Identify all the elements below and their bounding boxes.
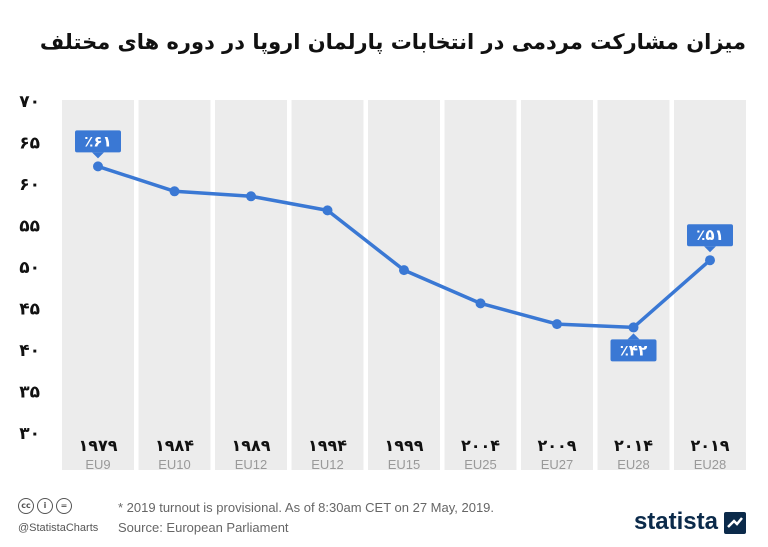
x-sub-label: EU28 bbox=[694, 457, 727, 472]
line-chart: ۳۰ ۳۵ ۴۰ ۴۵ ۵۰ ۵۵ ۶۰ ۶۵ ۷۰ ۱۹۷۹ EU9 ۱۹۸۴ EU10 ۱۹۸۹ EU… bbox=[19, 92, 746, 472]
data-point bbox=[552, 319, 562, 330]
column-band bbox=[597, 100, 670, 470]
x-tick-label: ۲۰۰۴ bbox=[461, 436, 500, 455]
x-tick-label: ۱۹۸۴ bbox=[155, 436, 194, 455]
annotation-pointer bbox=[627, 333, 640, 340]
social-handle: @StatistaCharts bbox=[18, 522, 99, 534]
data-point bbox=[628, 322, 639, 333]
annotation-label: ٪۵۱ bbox=[696, 226, 723, 244]
column-band bbox=[138, 100, 211, 470]
x-sub-label: EU12 bbox=[311, 457, 344, 472]
column-band bbox=[444, 100, 517, 470]
annotations: ٪۶۱ ٪۴۲ ٪۵۱ bbox=[75, 130, 733, 362]
y-axis-ticks: ۳۰ ۳۵ ۴۰ ۴۵ ۵۰ ۵۵ ۶۰ ۶۵ ۷۰ bbox=[19, 92, 40, 444]
x-tick-label: ۱۹۹۹ bbox=[384, 436, 423, 455]
chart-title: میزان مشارکت مردمی در انتخابات پارلمان ا… bbox=[39, 30, 746, 54]
y-tick-label: ۵۰ bbox=[19, 258, 40, 278]
annotation-box bbox=[610, 339, 657, 362]
x-sub-label: EU9 bbox=[85, 457, 110, 472]
y-tick-label: ۳۰ bbox=[19, 424, 40, 444]
annotation-box bbox=[75, 130, 121, 153]
source-text: Source: European Parliament bbox=[118, 520, 289, 535]
y-tick-label: ۵۵ bbox=[19, 217, 40, 237]
data-point bbox=[246, 191, 256, 202]
y-tick-label: ۴۵ bbox=[19, 300, 40, 320]
license-icon: = bbox=[56, 498, 72, 514]
x-tick-label: ۱۹۷۹ bbox=[78, 436, 117, 455]
y-tick-label: ۴۰ bbox=[19, 341, 40, 361]
license-icon: i bbox=[37, 498, 53, 514]
x-sub-label: EU28 bbox=[617, 457, 650, 472]
column-band bbox=[291, 100, 364, 470]
x-sub-label: EU15 bbox=[388, 457, 421, 472]
y-tick-label: ۶۵ bbox=[19, 134, 40, 154]
annotation-label: ٪۶۱ bbox=[84, 132, 111, 150]
x-tick-label: ۲۰۰۹ bbox=[537, 436, 576, 455]
data-point bbox=[169, 186, 180, 197]
license-icons: cc i = bbox=[18, 498, 72, 514]
x-axis-labels: ۱۹۷۹ EU9 ۱۹۸۴ EU10 ۱۹۸۹ EU12 ۱۹۹۴ EU12 ۱۹۹۹ EU15 ۲… bbox=[78, 436, 729, 472]
column-band bbox=[521, 100, 593, 470]
brand-logo-icon bbox=[724, 512, 746, 534]
y-tick-label: ۳۵ bbox=[19, 383, 40, 403]
x-sub-label: EU27 bbox=[541, 457, 574, 472]
series-line-group bbox=[93, 161, 715, 333]
annotation-pointer bbox=[92, 152, 104, 159]
column-band bbox=[674, 100, 746, 470]
x-tick-label: ۲۰۱۹ bbox=[690, 436, 729, 455]
x-sub-label: EU10 bbox=[158, 457, 191, 472]
brand-logo-text: statista bbox=[633, 508, 718, 535]
footnote: * 2019 turnout is provisional. As of 8:3… bbox=[118, 500, 495, 515]
x-tick-label: ۲۰۱۴ bbox=[614, 436, 653, 455]
column-bands bbox=[62, 100, 746, 470]
column-band bbox=[215, 100, 287, 470]
y-tick-label: ۷۰ bbox=[19, 92, 40, 112]
annotation-pointer bbox=[704, 246, 716, 253]
data-point bbox=[399, 265, 409, 276]
x-tick-label: ۱۹۹۴ bbox=[308, 436, 347, 455]
x-tick-label: ۱۹۸۹ bbox=[231, 436, 270, 455]
license-icon: cc bbox=[18, 498, 34, 514]
y-tick-label: ۶۰ bbox=[19, 175, 40, 195]
x-sub-label: EU12 bbox=[235, 457, 268, 472]
annotation-label: ٪۴۲ bbox=[620, 341, 647, 359]
data-point bbox=[322, 205, 333, 216]
annotation-box bbox=[687, 224, 733, 247]
column-band bbox=[368, 100, 440, 470]
x-sub-label: EU25 bbox=[464, 457, 497, 472]
data-point bbox=[475, 298, 486, 309]
data-point bbox=[93, 161, 103, 172]
data-point bbox=[705, 255, 715, 266]
